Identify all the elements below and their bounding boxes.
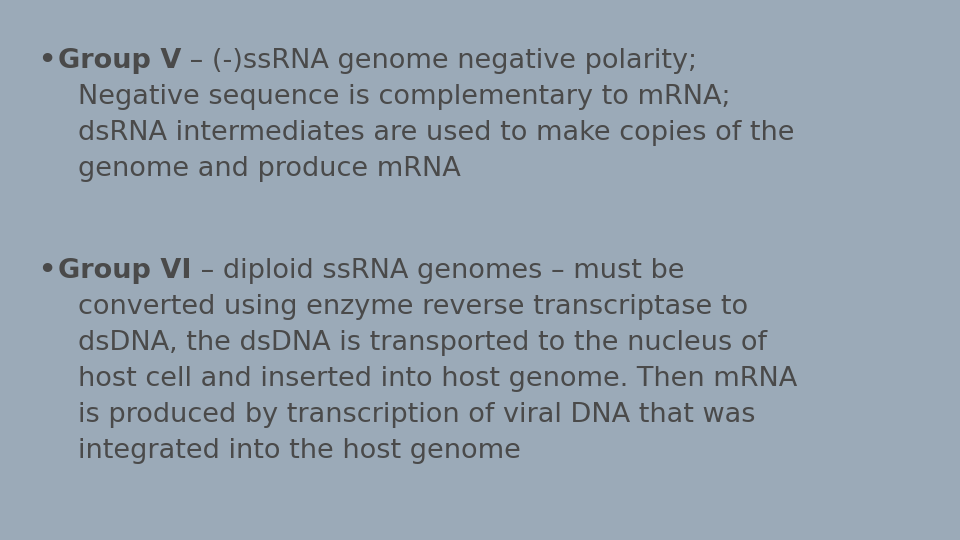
Text: •: •: [38, 48, 56, 74]
Text: host cell and inserted into host genome. Then mRNA: host cell and inserted into host genome.…: [78, 366, 797, 392]
Text: dsRNA intermediates are used to make copies of the: dsRNA intermediates are used to make cop…: [78, 120, 795, 146]
Text: Negative sequence is complementary to mRNA;: Negative sequence is complementary to mR…: [78, 84, 731, 110]
Text: – diploid ssRNA genomes – must be: – diploid ssRNA genomes – must be: [191, 258, 684, 284]
Text: Group VI: Group VI: [58, 258, 191, 284]
Text: converted using enzyme reverse transcriptase to: converted using enzyme reverse transcrip…: [78, 294, 748, 320]
Text: Group V: Group V: [58, 48, 181, 74]
Text: dsDNA, the dsDNA is transported to the nucleus of: dsDNA, the dsDNA is transported to the n…: [78, 330, 767, 356]
Text: integrated into the host genome: integrated into the host genome: [78, 438, 521, 464]
Text: is produced by transcription of viral DNA that was: is produced by transcription of viral DN…: [78, 402, 756, 428]
Text: genome and produce mRNA: genome and produce mRNA: [78, 156, 461, 182]
Text: •: •: [38, 258, 56, 284]
Text: – (-)ssRNA genome negative polarity;: – (-)ssRNA genome negative polarity;: [181, 48, 697, 74]
